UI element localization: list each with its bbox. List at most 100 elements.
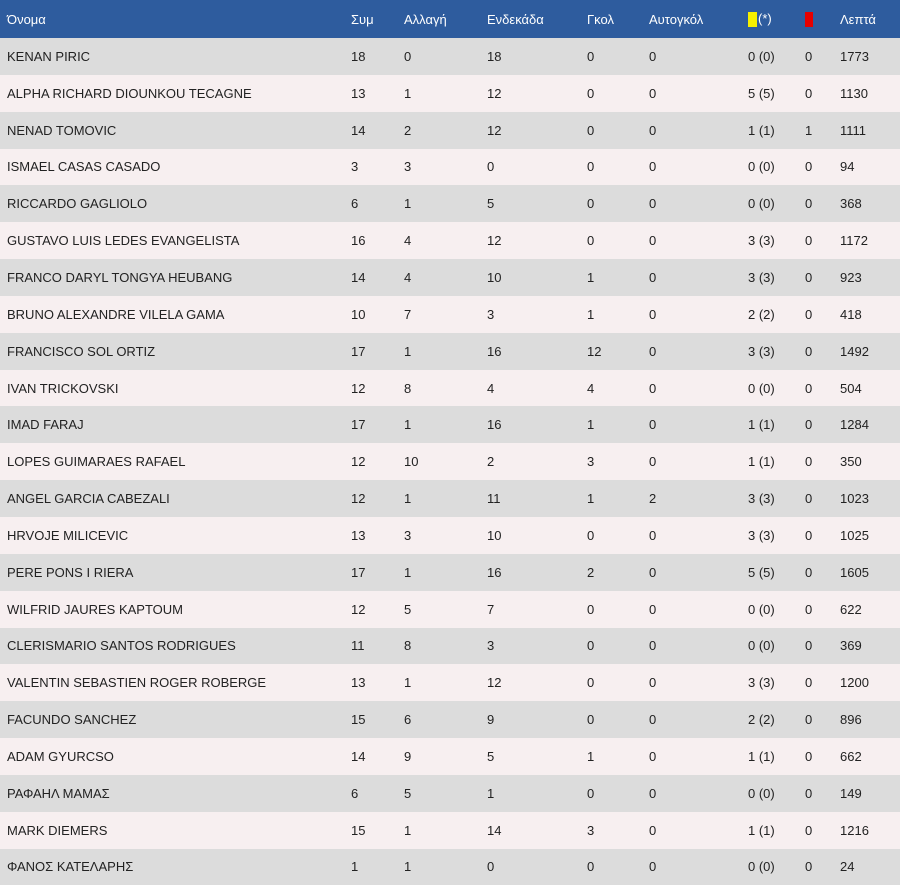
own-goals-cell: 0 xyxy=(649,822,657,838)
table-row: LOPES GUIMARAES RAFAEL 12 10 2 3 0 1 (1) 0 350 xyxy=(0,443,900,481)
substitutions-cell: 9 xyxy=(404,748,412,764)
starting-cell: 12 xyxy=(487,85,502,101)
player-name: FACUNDO SANCHEZ xyxy=(7,712,137,728)
yellow-cards-cell: 3 (3) xyxy=(748,269,775,285)
substitutions-cell: 3 xyxy=(404,527,412,543)
starting-cell: 4 xyxy=(487,380,495,396)
substitutions-cell: 6 xyxy=(404,712,412,728)
appearances-cell: 14 xyxy=(351,122,366,138)
starting-cell: 12 xyxy=(487,675,502,691)
minutes-cell: 1216 xyxy=(840,822,869,838)
red-cards-cell: 0 xyxy=(805,564,813,580)
own-goals-cell: 0 xyxy=(649,233,657,249)
yellow-cards-cell: 5 (5) xyxy=(748,564,775,580)
starting-cell: 5 xyxy=(487,196,495,212)
red-cards-cell: 0 xyxy=(805,748,813,764)
table-row: VALENTIN SEBASTIEN ROGER ROBERGE 13 1 12 0 0 3… xyxy=(0,664,900,702)
table-row: ΦΑΝΟΣ ΚΑΤΕΛΑΡΗΣ 1 1 0 0 0 0 (0) 0 24 xyxy=(0,848,900,885)
own-goals-cell: 0 xyxy=(649,638,657,654)
header-appearances[interactable]: Συμ xyxy=(351,11,374,27)
table-row: KENAN PIRIC 18 0 18 0 0 0 (0) 0 1773 xyxy=(0,38,900,75)
table-row: BRUNO ALEXANDRE VILELA GAMA 10 7 3 1 0 2 (2) 0 4… xyxy=(0,295,900,333)
table-row: IMAD FARAJ 17 1 16 1 0 1 (1) 0 1284 xyxy=(0,406,900,444)
red-cards-cell: 0 xyxy=(805,638,813,654)
player-name: FRANCO DARYL TONGYA HEUBANG xyxy=(7,269,233,285)
player-name: NENAD TOMOVIC xyxy=(7,122,117,138)
minutes-cell: 368 xyxy=(840,196,862,212)
starting-cell: 10 xyxy=(487,269,502,285)
red-cards-cell: 0 xyxy=(805,48,813,64)
yellow-cards-cell: 0 (0) xyxy=(748,48,775,64)
own-goals-cell: 0 xyxy=(649,343,657,359)
table-row: CLERISMARIO SANTOS RODRIGUES 11 8 3 0 0 0 (0) 0… xyxy=(0,627,900,665)
own-goals-cell: 0 xyxy=(649,564,657,580)
yellow-cards-cell: 3 (3) xyxy=(748,491,775,507)
red-cards-cell: 0 xyxy=(805,269,813,285)
player-name: FRANCISCO SOL ORTIZ xyxy=(7,343,156,359)
header-yellow-suffix: (*) xyxy=(758,10,772,26)
table-header: Όνομα Συμ Αλλαγή Ενδεκάδα Γκολ Αυτογκόλ … xyxy=(0,0,900,38)
yellow-card-icon xyxy=(748,12,757,28)
starting-cell: 16 xyxy=(487,564,502,580)
own-goals-cell: 0 xyxy=(649,785,657,801)
header-yellow-cards[interactable]: (*) xyxy=(748,0,805,38)
player-name: ISMAEL CASAS CASADO xyxy=(7,159,161,175)
substitutions-cell: 4 xyxy=(404,233,412,249)
table-row: ALPHA RICHARD DIOUNKOU TECAGNE 13 1 12 0 0 5 (… xyxy=(0,74,900,112)
yellow-cards-cell: 2 (2) xyxy=(748,306,775,322)
header-goals[interactable]: Γκολ xyxy=(587,11,614,27)
minutes-cell: 149 xyxy=(840,785,862,801)
starting-cell: 1 xyxy=(487,785,495,801)
minutes-cell: 1284 xyxy=(840,417,869,433)
goals-cell: 0 xyxy=(587,712,595,728)
table-row: ANGEL GARCIA CABEZALI 12 1 11 1 2 3 (3) 0 1023 xyxy=(0,480,900,517)
yellow-cards-cell: 0 (0) xyxy=(748,159,775,175)
minutes-cell: 1605 xyxy=(840,564,869,580)
goals-cell: 0 xyxy=(587,638,595,654)
starting-cell: 12 xyxy=(487,233,502,249)
table-body: KENAN PIRIC 18 0 18 0 0 0 (0) 0 1773 ALPHA RICHAR… xyxy=(0,38,900,885)
goals-cell: 0 xyxy=(587,527,595,543)
minutes-cell: 350 xyxy=(840,454,862,470)
player-name: BRUNO ALEXANDRE VILELA GAMA xyxy=(7,306,225,322)
red-cards-cell: 0 xyxy=(805,527,813,543)
table-row: MARK DIEMERS 15 1 14 3 0 1 (1) 0 1216 xyxy=(0,811,900,849)
goals-cell: 0 xyxy=(587,85,595,101)
own-goals-cell: 0 xyxy=(649,196,657,212)
minutes-cell: 1773 xyxy=(840,48,869,64)
appearances-cell: 13 xyxy=(351,527,366,543)
header-starting[interactable]: Ενδεκάδα xyxy=(487,11,544,27)
header-own-goals[interactable]: Αυτογκόλ xyxy=(649,11,704,27)
red-cards-cell: 0 xyxy=(805,380,813,396)
substitutions-cell: 8 xyxy=(404,380,412,396)
substitutions-cell: 4 xyxy=(404,269,412,285)
minutes-cell: 504 xyxy=(840,380,862,396)
goals-cell: 3 xyxy=(587,822,595,838)
goals-cell: 0 xyxy=(587,159,595,175)
starting-cell: 2 xyxy=(487,454,495,470)
table-row: PERE PONS I RIERA 17 1 16 2 0 5 (5) 0 1605 xyxy=(0,553,900,591)
table-row: NENAD TOMOVIC 14 2 12 0 0 1 (1) 1 1111 xyxy=(0,111,900,149)
red-cards-cell: 0 xyxy=(805,859,813,875)
header-red-cards[interactable] xyxy=(805,0,840,38)
player-name: ΦΑΝΟΣ ΚΑΤΕΛΑΡΗΣ xyxy=(7,859,134,875)
goals-cell: 1 xyxy=(587,491,595,507)
minutes-cell: 94 xyxy=(840,159,855,175)
appearances-cell: 12 xyxy=(351,491,366,507)
yellow-cards-cell: 1 (1) xyxy=(748,122,775,138)
appearances-cell: 12 xyxy=(351,380,366,396)
own-goals-cell: 0 xyxy=(649,601,657,617)
starting-cell: 9 xyxy=(487,712,495,728)
header-substitutions[interactable]: Αλλαγή xyxy=(404,11,447,27)
yellow-cards-cell: 3 (3) xyxy=(748,343,775,359)
minutes-cell: 1023 xyxy=(840,491,869,507)
starting-cell: 16 xyxy=(487,343,502,359)
own-goals-cell: 0 xyxy=(649,122,657,138)
red-cards-cell: 0 xyxy=(805,491,813,507)
header-name[interactable]: Όνομα xyxy=(7,11,46,27)
own-goals-cell: 0 xyxy=(649,380,657,396)
starting-cell: 14 xyxy=(487,822,502,838)
header-minutes[interactable]: Λεπτά xyxy=(840,11,876,27)
yellow-cards-cell: 0 (0) xyxy=(748,380,775,396)
goals-cell: 2 xyxy=(587,564,595,580)
